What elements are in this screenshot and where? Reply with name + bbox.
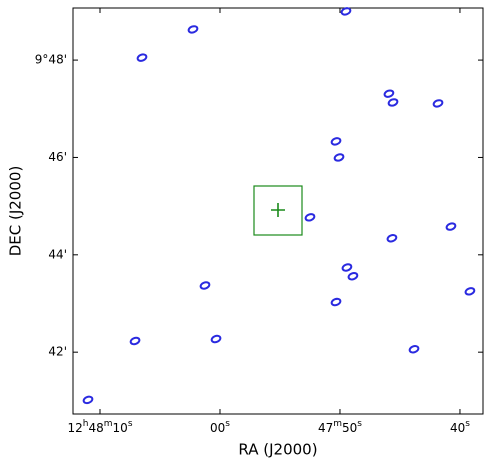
source-contour xyxy=(445,222,457,231)
y-axis-label: DEC (J2000) xyxy=(7,166,25,257)
x-tick-label: 12h48m10s xyxy=(67,419,132,435)
y-tick-label: 44' xyxy=(48,247,67,261)
target-cross xyxy=(271,203,285,217)
y-tick-label: 42' xyxy=(48,345,67,359)
y-tick-label: 46' xyxy=(48,150,67,164)
y-tick-label: 9°48' xyxy=(35,53,67,67)
source-contour xyxy=(210,334,222,344)
source-contour xyxy=(330,297,342,307)
source-contour xyxy=(386,234,398,243)
source-contour xyxy=(347,272,359,281)
source-contour xyxy=(304,213,316,222)
source-contour xyxy=(464,287,476,296)
source-contour xyxy=(432,99,444,108)
source-contour xyxy=(340,7,352,16)
source-contour xyxy=(408,345,420,354)
x-tick-label: 40s xyxy=(450,419,470,435)
source-contour xyxy=(387,98,399,107)
source-contour xyxy=(330,137,342,146)
source-contour xyxy=(187,25,199,34)
source-contour xyxy=(136,53,148,62)
source-contour xyxy=(333,153,345,162)
x-tick-label: 47m50s xyxy=(318,419,362,435)
plot-frame xyxy=(72,7,484,415)
x-axis-label: RA (J2000) xyxy=(238,441,317,459)
source-contour xyxy=(129,336,141,346)
target-box xyxy=(253,185,303,236)
source-contour xyxy=(341,263,353,272)
source-contour xyxy=(199,281,211,290)
source-contour xyxy=(383,89,395,98)
source-contour xyxy=(82,395,94,405)
x-tick-label: 00s xyxy=(210,419,230,435)
